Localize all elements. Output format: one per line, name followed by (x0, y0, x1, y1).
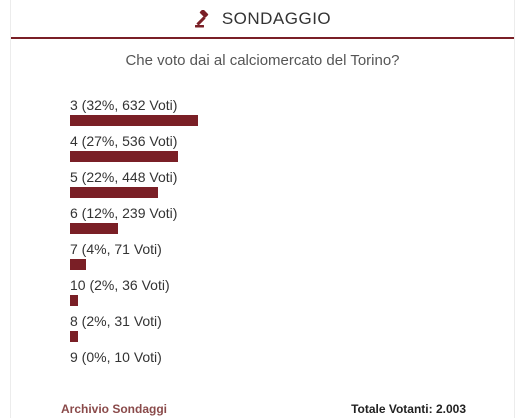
poll-option: 6 (12%, 239 Voti) (70, 204, 490, 240)
poll-option-label: 4 (27%, 536 Voti) (70, 133, 178, 149)
poll-option-bar (70, 331, 78, 342)
poll-option: 5 (22%, 448 Voti) (70, 168, 490, 204)
poll-options: 3 (32%, 632 Voti) 4 (27%, 536 Voti) 5 (2… (70, 96, 490, 384)
poll-option: 10 (2%, 36 Voti) (70, 276, 490, 312)
total-voters: Totale Votanti: 2.003 (351, 402, 466, 416)
poll-option: 3 (32%, 632 Voti) (70, 96, 490, 132)
poll-option-label: 8 (2%, 31 Voti) (70, 313, 162, 329)
poll-header: SONDAGGIO (11, 0, 514, 39)
poll-question: Che voto dai al calciomercato del Torino… (125, 52, 400, 69)
poll-option-label: 7 (4%, 71 Voti) (70, 241, 162, 257)
poll-option: 8 (2%, 31 Voti) (70, 312, 490, 348)
gavel-icon (194, 8, 212, 28)
poll-option-bar (70, 259, 86, 270)
poll-option-bar (70, 223, 118, 234)
archive-link[interactable]: Archivio Sondaggi (61, 402, 168, 416)
poll-option-label: 5 (22%, 448 Voti) (70, 169, 178, 185)
poll-option-label: 6 (12%, 239 Voti) (70, 205, 178, 221)
poll-option-label: 10 (2%, 36 Voti) (70, 277, 170, 293)
poll-option-bar (70, 187, 158, 198)
poll-option: 7 (4%, 71 Voti) (70, 240, 490, 276)
poll-widget: SONDAGGIO Che voto dai al calciomercato … (10, 0, 515, 418)
poll-option-bar (70, 115, 198, 126)
poll-option-bar (70, 151, 178, 162)
poll-option-label: 3 (32%, 632 Voti) (70, 97, 178, 113)
poll-option: 9 (0%, 10 Voti) (70, 348, 490, 384)
poll-option: 4 (27%, 536 Voti) (70, 132, 490, 168)
poll-title: SONDAGGIO (221, 8, 332, 28)
poll-option-bar (70, 295, 78, 306)
poll-option-label: 9 (0%, 10 Voti) (70, 349, 162, 365)
